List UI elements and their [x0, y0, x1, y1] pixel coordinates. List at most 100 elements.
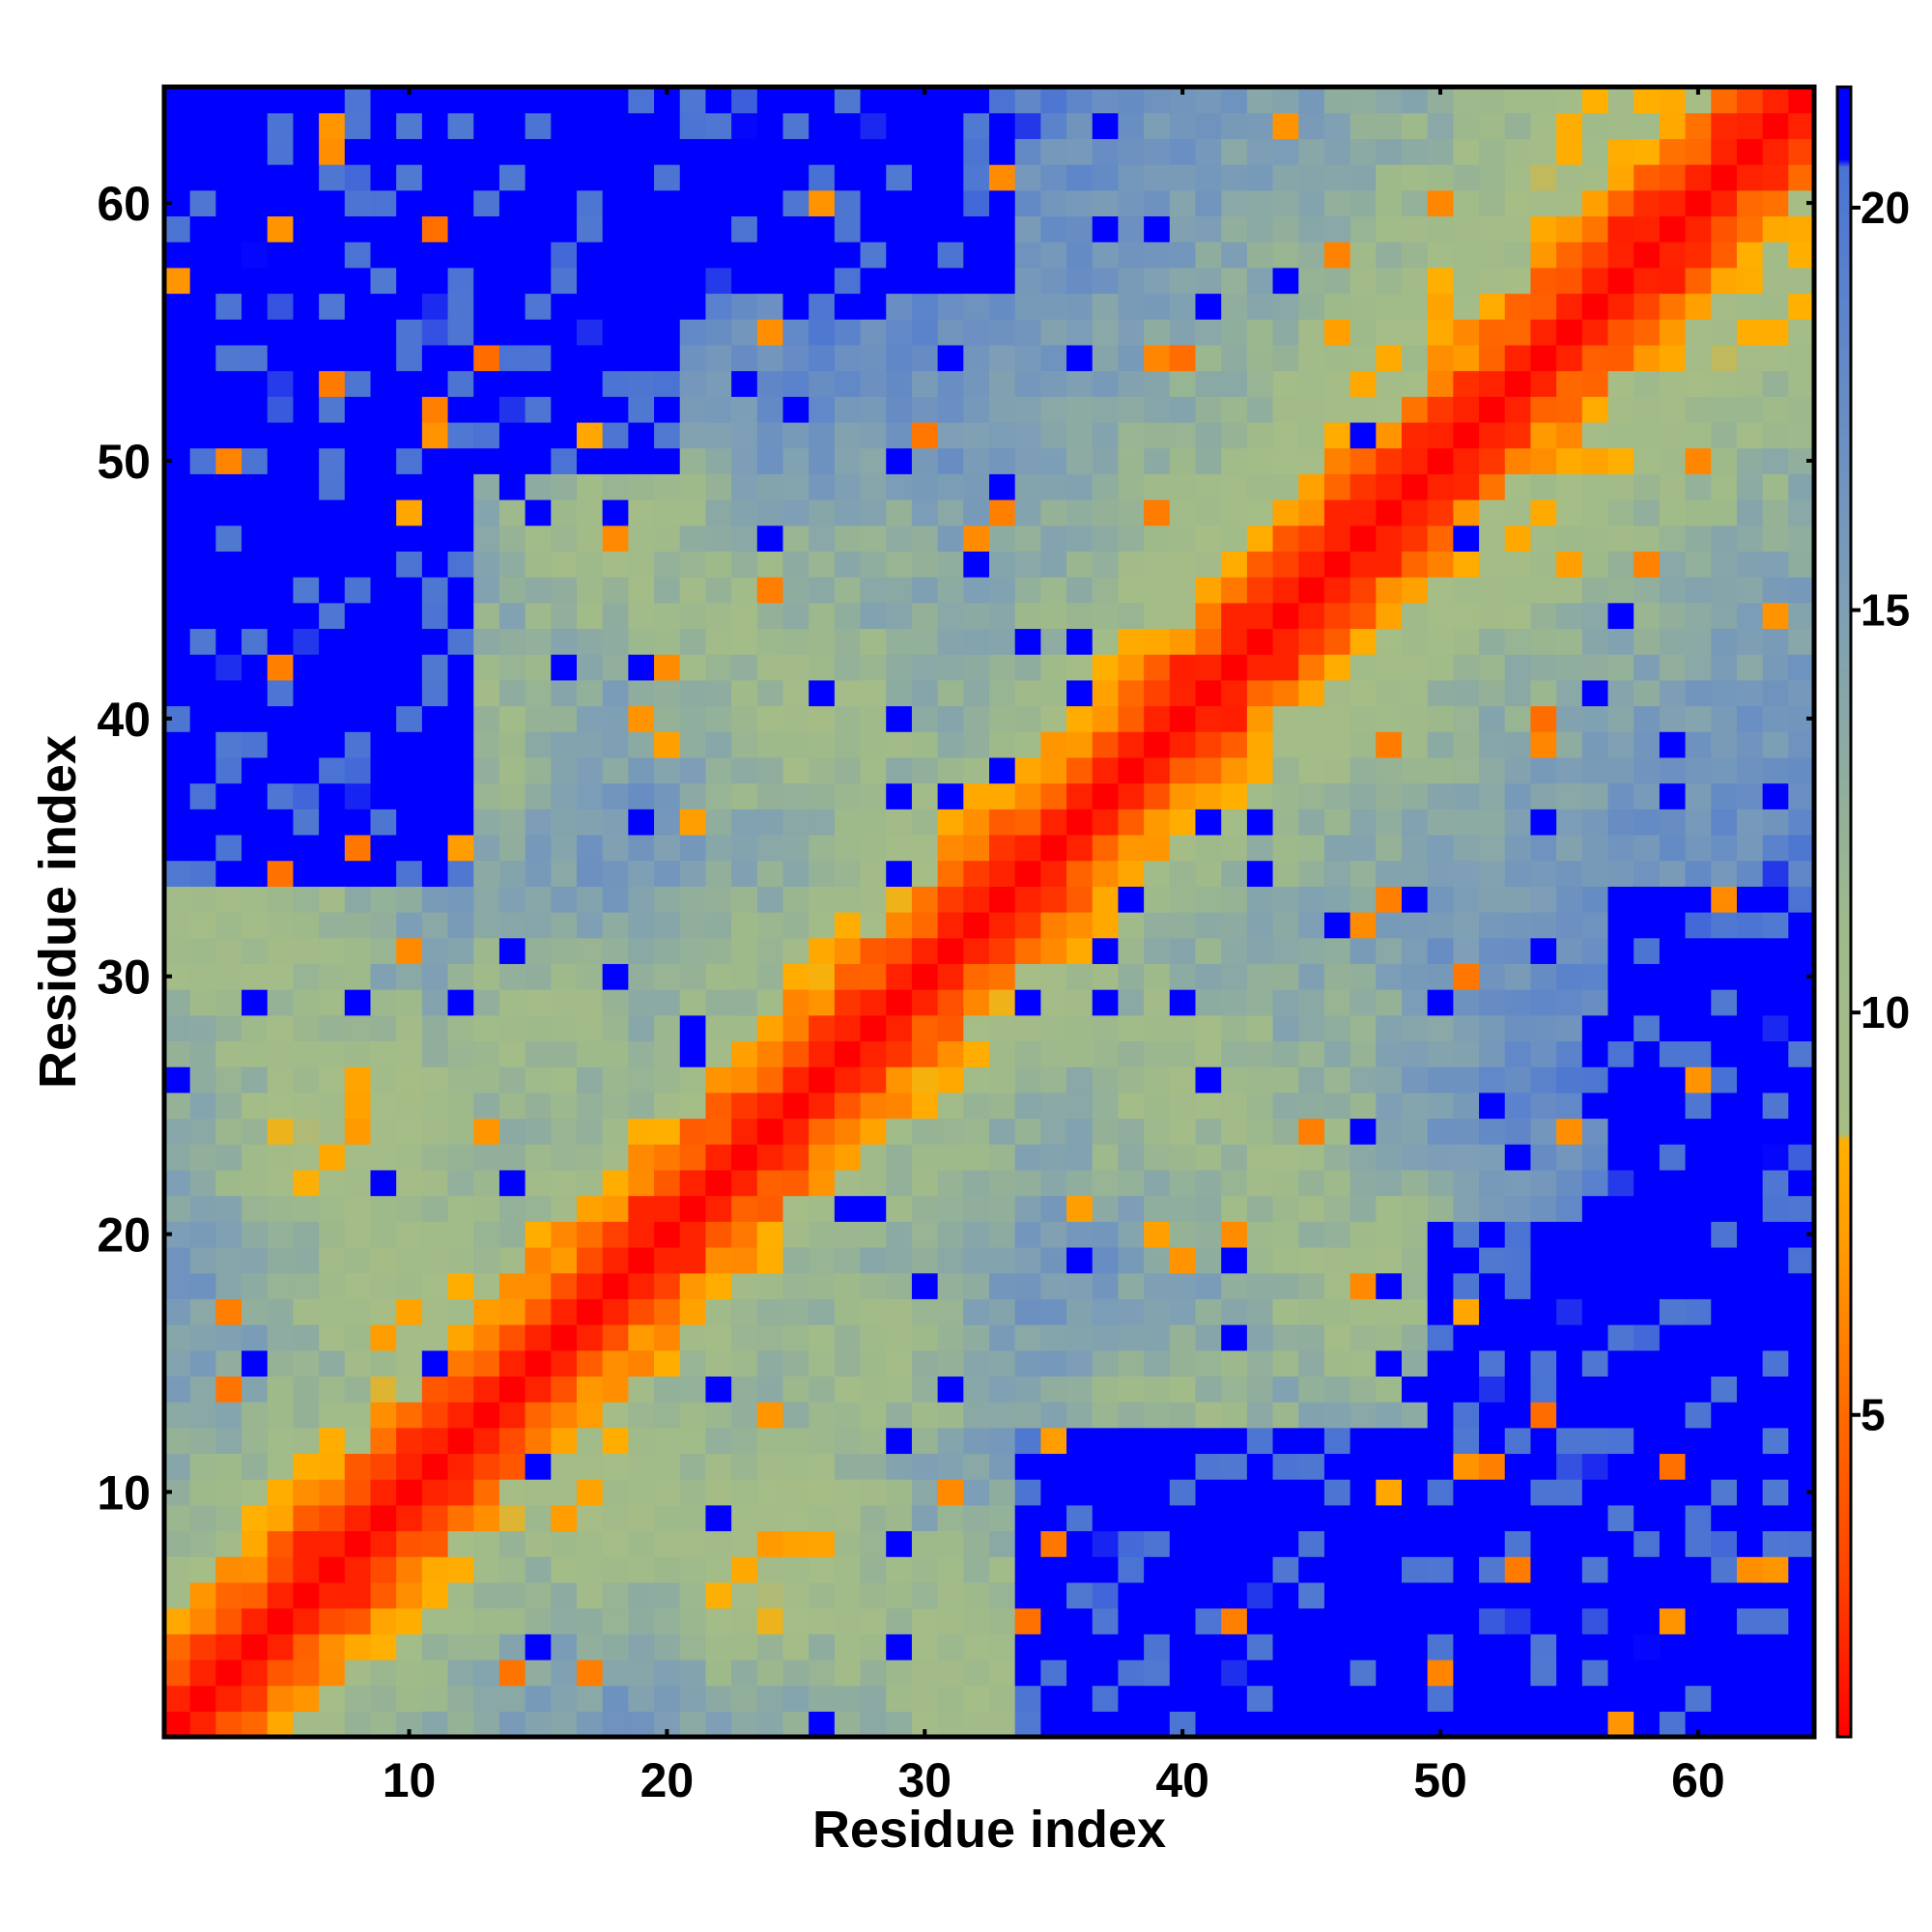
heatmap-cell	[1453, 525, 1480, 552]
heatmap-cell	[1530, 242, 1557, 269]
heatmap-cell	[447, 989, 474, 1016]
heatmap-cell	[164, 1350, 191, 1377]
heatmap-cell	[1221, 1556, 1248, 1583]
heatmap-cell	[886, 577, 913, 604]
heatmap-cell	[189, 1040, 216, 1067]
heatmap-cell	[1246, 396, 1274, 423]
heatmap-cell	[1118, 782, 1145, 810]
heatmap-cell	[1246, 242, 1274, 269]
heatmap-cell	[447, 1376, 474, 1403]
heatmap-cell	[809, 1402, 836, 1429]
heatmap-cell	[860, 293, 887, 320]
heatmap-cell	[498, 1504, 526, 1532]
heatmap-cell	[911, 1402, 939, 1429]
heatmap-cell	[834, 164, 862, 191]
heatmap-cell	[782, 138, 810, 165]
heatmap-cell	[525, 1324, 552, 1351]
heatmap-cell	[1040, 1427, 1067, 1455]
heatmap-cell	[1144, 1014, 1171, 1042]
heatmap-cell	[396, 1376, 423, 1403]
heatmap-cell	[1040, 1634, 1067, 1661]
heatmap-cell	[834, 1376, 862, 1403]
heatmap-cell	[1607, 602, 1634, 630]
heatmap-cell	[1607, 577, 1634, 604]
heatmap-cell	[782, 577, 810, 604]
heatmap-cell	[1118, 1246, 1145, 1274]
heatmap-cell	[1685, 1581, 1712, 1609]
heatmap-cell	[1246, 525, 1274, 552]
heatmap-cell	[809, 1427, 836, 1455]
heatmap-cell	[1581, 1581, 1609, 1609]
heatmap-cell	[344, 1272, 372, 1299]
heatmap-cell	[989, 1556, 1016, 1583]
heatmap-cell	[1788, 293, 1815, 320]
heatmap-cell	[370, 1685, 397, 1712]
heatmap-cell	[1272, 679, 1299, 707]
heatmap-cell	[1453, 421, 1480, 449]
heatmap-cell	[602, 1427, 629, 1455]
heatmap-cell	[1711, 1014, 1738, 1042]
heatmap-cell	[421, 989, 449, 1016]
heatmap-cell	[293, 1556, 320, 1583]
heatmap-cell	[1479, 782, 1506, 810]
heatmap-cell	[1762, 242, 1789, 269]
heatmap-cell	[370, 1221, 397, 1248]
heatmap-cell	[1427, 628, 1454, 655]
heatmap-cell	[1736, 1195, 1764, 1222]
heatmap-cell	[1169, 164, 1197, 191]
heatmap-cell	[1144, 1659, 1171, 1687]
heatmap-cell	[886, 112, 913, 139]
heatmap-cell	[1530, 577, 1557, 604]
heatmap-cell	[1169, 937, 1197, 964]
heatmap-cell	[654, 1324, 681, 1351]
heatmap-cell	[1014, 577, 1041, 604]
heatmap-cell	[319, 112, 346, 139]
heatmap-cell	[1530, 344, 1557, 372]
heatmap-cell	[602, 242, 629, 269]
heatmap-cell	[1298, 937, 1325, 964]
heatmap-cell	[344, 756, 372, 784]
heatmap-cell	[1066, 577, 1094, 604]
heatmap-cell	[1092, 421, 1120, 449]
heatmap-cell	[1581, 1221, 1609, 1248]
heatmap-cell	[447, 189, 474, 217]
heatmap-cell	[267, 447, 295, 474]
heatmap-cell	[242, 1272, 269, 1299]
heatmap-cell	[1556, 267, 1583, 295]
heatmap-cell	[1685, 242, 1712, 269]
heatmap-cell	[421, 421, 449, 449]
heatmap-cell	[602, 886, 629, 913]
heatmap-cell	[1221, 1118, 1248, 1145]
heatmap-cell	[602, 912, 629, 939]
heatmap-cell	[1144, 1272, 1171, 1299]
heatmap-cell	[1479, 396, 1506, 423]
heatmap-cell	[1556, 1298, 1583, 1325]
heatmap-cell	[602, 834, 629, 862]
heatmap-cell	[1118, 370, 1145, 397]
heatmap-cell	[731, 1634, 758, 1661]
heatmap-cell	[679, 1144, 707, 1171]
heatmap-cell	[937, 886, 964, 913]
heatmap-cell	[1504, 1402, 1532, 1429]
heatmap-cell	[473, 242, 500, 269]
heatmap-cell	[525, 293, 552, 320]
heatmap-cell	[1323, 370, 1351, 397]
heatmap-cell	[1788, 551, 1815, 578]
heatmap-cell	[1504, 834, 1532, 862]
heatmap-cell	[1607, 447, 1634, 474]
heatmap-cell	[756, 1118, 784, 1145]
heatmap-cell	[782, 1581, 810, 1609]
heatmap-cell	[1092, 912, 1120, 939]
heatmap-cell	[498, 242, 526, 269]
heatmap-cell	[628, 1324, 655, 1351]
heatmap-cell	[525, 164, 552, 191]
heatmap-cell	[473, 370, 500, 397]
heatmap-cell	[1659, 654, 1687, 681]
heatmap-cell	[525, 242, 552, 269]
heatmap-cell	[498, 1607, 526, 1634]
heatmap-cell	[705, 1427, 732, 1455]
heatmap-cell	[164, 1376, 191, 1403]
heatmap-cell	[293, 267, 320, 295]
heatmap-cell	[1607, 1298, 1634, 1325]
heatmap-cell	[498, 577, 526, 604]
